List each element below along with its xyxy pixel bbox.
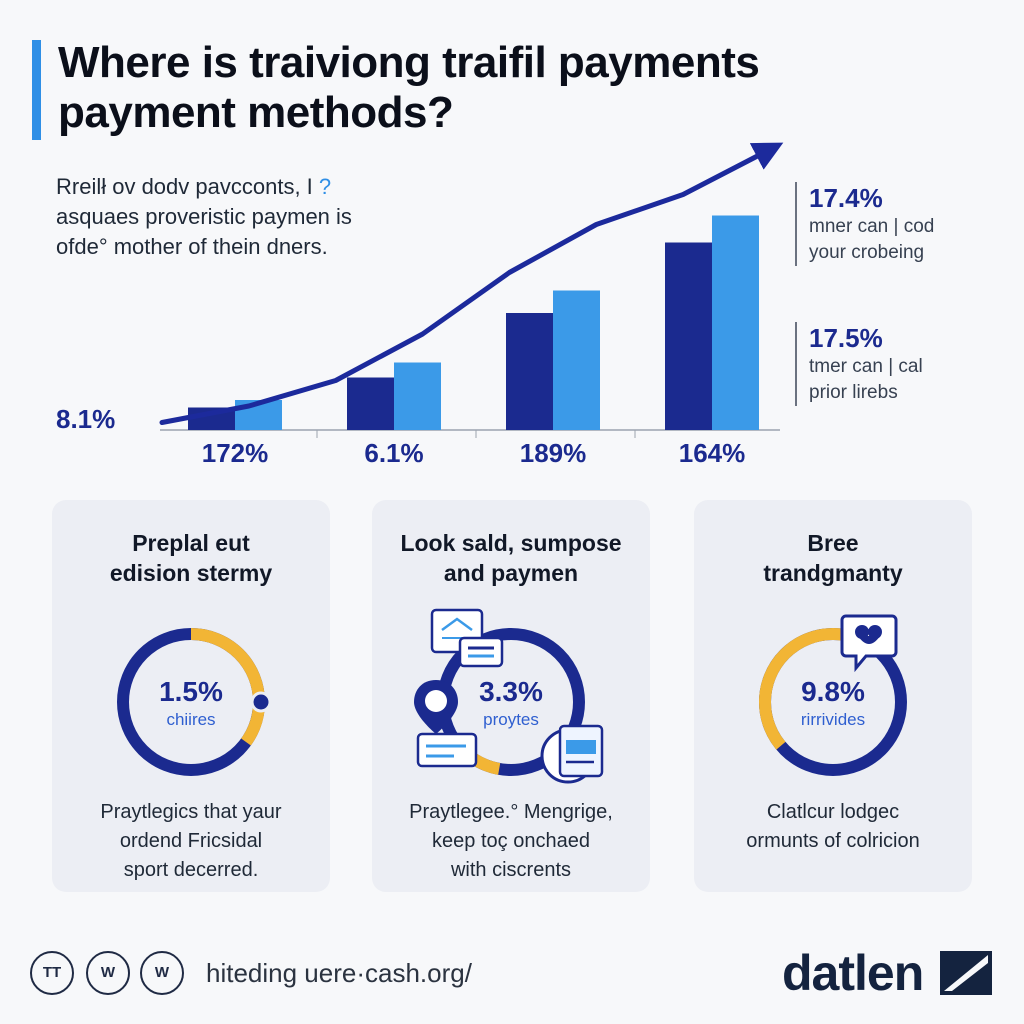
card-sub: proytes — [483, 710, 539, 729]
card-value: 1.5% — [159, 676, 223, 707]
callout-line: mner can | cod — [809, 216, 935, 237]
donut-ring — [758, 628, 907, 776]
callout-value: 17.5% — [809, 323, 883, 353]
bar-series-2-6.1% — [394, 362, 441, 430]
callout-line: your crobeing — [809, 242, 925, 263]
title-line-2: payment methods? — [58, 88, 454, 137]
bar-series-1-6.1% — [347, 377, 394, 430]
ring-center: 9.8% rirrivides — [763, 676, 903, 732]
ring-highlight — [437, 628, 585, 776]
callout-line: prior lirebs — [809, 382, 898, 403]
social-icon-w[interactable]: W — [140, 951, 184, 995]
bar-series-1-164% — [665, 242, 712, 430]
card-sub: rirrivides — [800, 710, 866, 729]
credit-card-icon — [540, 724, 604, 784]
card-description: Clatlcur lodgec ormunts of colricion — [694, 798, 972, 856]
page-title: Where is traiviong traifil payments paym… — [58, 38, 958, 138]
callout-line: tmer can | cal — [809, 356, 923, 377]
card-description: Praytlegics that yaur ordend Fricsidal s… — [52, 798, 330, 885]
card-text-line: keep toç onchaed — [432, 830, 590, 852]
card-title-line: Look sald, sumpose — [400, 530, 622, 556]
footer-url-link[interactable]: hiteding uere·cash.org/ — [206, 958, 472, 988]
card-title-line: Preplal eut — [132, 530, 250, 556]
card-text-line: ordend Fricsidal — [119, 830, 263, 852]
card-value: 3.3% — [479, 676, 543, 707]
ring-highlight — [758, 628, 907, 776]
x-tick-label: 164% — [679, 438, 746, 468]
card-description: Praytlegee.° Mengrige, keep toç onchaed … — [372, 798, 650, 885]
card-title: Preplal eut edision stermy — [52, 528, 330, 588]
callout-top: 17.4% mner can | cod your crobeing — [795, 182, 995, 266]
card-text-line: sport decerred. — [123, 859, 259, 881]
ring-center: 3.3% proytes — [441, 676, 581, 732]
donut-ring — [117, 628, 271, 776]
title-line-1: Where is traiviong traifil payments — [58, 38, 760, 87]
location-pin-card-icon — [414, 680, 478, 768]
card-text-line: with ciscrents — [450, 859, 572, 881]
bar-series-2-164% — [712, 215, 759, 430]
bar-series-1-189% — [506, 313, 553, 430]
ring-center: 1.5% chiires — [121, 676, 261, 732]
question-mark: ? — [318, 174, 332, 199]
brand-logo-mark — [940, 951, 992, 995]
brand-logo-text: datlen — [782, 945, 924, 1001]
stat-card-3: Bree trandgmanty 9.8% rirrivides Clatlcu… — [694, 500, 972, 892]
x-tick-label: 6.1% — [364, 438, 423, 468]
x-tick-label: 189% — [520, 438, 587, 468]
callout-value: 17.4% — [809, 183, 883, 213]
document-icon — [430, 608, 504, 668]
card-value: 9.8% — [801, 676, 865, 707]
card-sub: chiires — [166, 710, 216, 729]
intro-line-2: asquaes proveristic paymen is — [56, 204, 352, 229]
card-title-line: Bree — [807, 530, 859, 556]
card-text-line: Clatlcur lodgec — [766, 801, 900, 823]
card-title-line: trandgmanty — [763, 560, 903, 586]
card-title-line: edision stermy — [109, 560, 273, 586]
stat-card-2: Look sald, sumpose and paymen 3.3% proyt… — [372, 500, 650, 892]
card-text-line: Praytlegics that yaur — [100, 801, 282, 823]
card-text-line: Praytlegee.° Mengrige, — [409, 801, 613, 823]
intro-line-3: ofde° mother of thein dners. — [56, 234, 328, 259]
x-tick-label: 172% — [202, 438, 269, 468]
social-icon-tt[interactable]: TT — [30, 951, 74, 995]
ring-dot — [250, 691, 271, 713]
bar-series-2-189% — [553, 290, 600, 430]
card-title: Look sald, sumpose and paymen — [372, 528, 650, 588]
trend-line — [159, 142, 784, 425]
card-title-line: and paymen — [443, 560, 579, 586]
chat-bubble-icon — [840, 614, 898, 672]
y-annotation: 8.1% — [56, 404, 115, 434]
stat-card-1: Preplal eut edision stermy 1.5% chiires … — [52, 500, 330, 892]
intro-text: Rreilł ov dodv pavcconts, I ? asquaes pr… — [56, 172, 416, 262]
growth-bar-chart: 172% 6.1% 189% 164% 8.1% — [56, 142, 784, 468]
card-title: Bree trandgmanty — [694, 528, 972, 588]
callout-bottom: 17.5% tmer can | cal prior lirebs — [795, 322, 995, 406]
intro-line-1: Rreilł ov dodv pavcconts, I ? — [56, 174, 332, 199]
social-icon-w[interactable]: W — [86, 951, 130, 995]
card-text-line: ormunts of colricion — [746, 830, 920, 852]
title-accent-bar — [32, 40, 41, 140]
